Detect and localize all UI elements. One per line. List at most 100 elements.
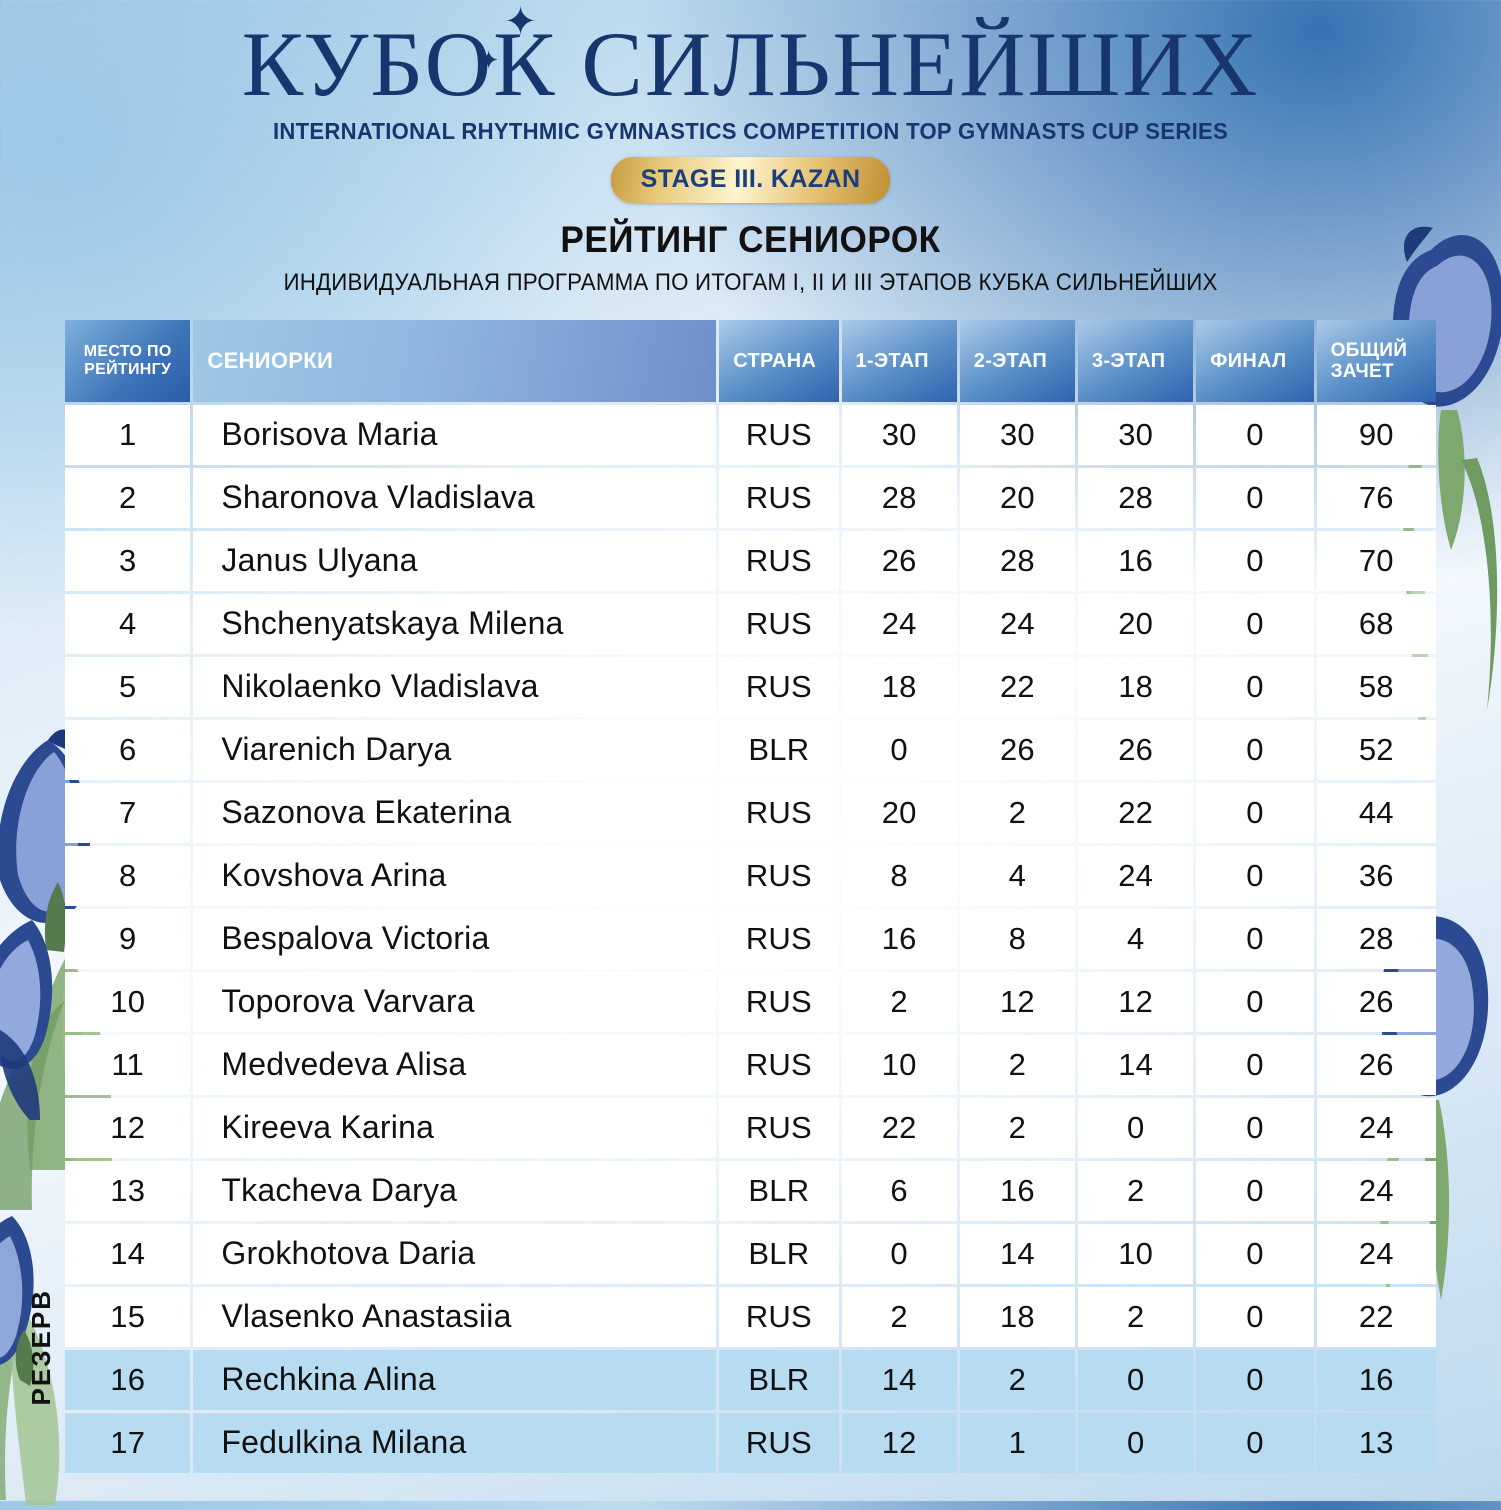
column-header-total[interactable]: ОБЩИЙ ЗАЧЕТ xyxy=(1316,319,1436,402)
final-cell: 0 xyxy=(1196,1097,1314,1158)
name-cell: Viarenich Darya xyxy=(193,719,717,780)
column-header-stage-1[interactable]: 1-ЭТАП xyxy=(841,319,957,402)
country-cell: RUS xyxy=(719,656,839,717)
stage-1-cell: 0 xyxy=(841,719,957,780)
rank-cell: 15 xyxy=(65,1286,191,1347)
table-row[interactable]: 10 Toporova Varvara RUS 2 12 12 0 26 xyxy=(65,971,1436,1032)
stage-1-cell: 16 xyxy=(841,908,957,969)
stage-3-cell: 0 xyxy=(1078,1097,1194,1158)
stage-3-cell: 30 xyxy=(1078,404,1194,465)
table-row[interactable]: 12 Kireeva Karina RUS 22 2 0 0 24 xyxy=(65,1097,1436,1158)
subtitle-english: INTERNATIONAL RHYTHMIC GYMNASTICS COMPET… xyxy=(272,117,1229,144)
page-title: ✦ ✦ КУБОК СИЛЬНЕЙШИХ xyxy=(242,1,1259,112)
table-row[interactable]: 17 Fedulkina Milana RUS 12 1 0 0 13 xyxy=(65,1412,1436,1473)
stage-3-cell: 0 xyxy=(1078,1412,1194,1473)
table-row[interactable]: 14 Grokhotova Daria BLR 0 14 10 0 24 xyxy=(65,1223,1436,1284)
column-header-rank[interactable]: МЕСТО ПО РЕЙТИНГУ xyxy=(65,319,191,402)
rank-header-line1: МЕСТО ПО xyxy=(83,342,172,360)
table-header: МЕСТО ПО РЕЙТИНГУ СЕНИОРКИ СТРАНА 1-ЭТАП… xyxy=(65,319,1436,402)
rank-cell: 6 xyxy=(65,719,191,780)
column-header-final[interactable]: ФИНАЛ xyxy=(1196,319,1314,402)
rank-cell: 10 xyxy=(65,971,191,1032)
name-cell: Toporova Varvara xyxy=(193,971,717,1032)
rating-subtitle: ИНДИВИДУАЛЬНАЯ ПРОГРАММА ПО ИТОГАМ I, II… xyxy=(283,268,1218,296)
total-header-line2: ЗАЧЕТ xyxy=(1330,360,1394,382)
final-cell: 0 xyxy=(1196,1349,1314,1410)
column-header-country[interactable]: СТРАНА xyxy=(719,319,839,402)
column-header-stage-3[interactable]: 3-ЭТАП xyxy=(1078,319,1194,402)
stage-2-cell: 2 xyxy=(959,1097,1076,1158)
rank-cell: 4 xyxy=(65,593,191,654)
rank-cell: 2 xyxy=(65,467,191,528)
total-cell: 28 xyxy=(1316,908,1436,969)
stage-2-cell: 4 xyxy=(959,845,1076,906)
stage-2-cell: 2 xyxy=(959,1034,1076,1095)
stage-1-cell: 20 xyxy=(841,782,957,843)
country-cell: BLR xyxy=(719,719,839,780)
stage-2-cell: 26 xyxy=(959,719,1076,780)
country-cell: RUS xyxy=(719,1412,839,1473)
final-cell: 0 xyxy=(1196,908,1314,969)
column-header-name[interactable]: СЕНИОРКИ xyxy=(193,319,717,402)
stage-2-cell: 1 xyxy=(959,1412,1076,1473)
name-cell: Shchenyatskaya Milena xyxy=(193,593,717,654)
name-cell: Kireeva Karina xyxy=(193,1097,717,1158)
sparkle-small-icon: ✦ xyxy=(477,46,502,75)
stage-2-cell: 22 xyxy=(959,656,1076,717)
reserve-label: РЕЗЕРВ xyxy=(26,1288,56,1405)
stage-3-cell: 2 xyxy=(1078,1286,1194,1347)
stage-2-cell: 28 xyxy=(959,530,1076,591)
final-cell: 0 xyxy=(1196,1034,1314,1095)
name-cell: Tkacheva Darya xyxy=(193,1160,717,1221)
stage-1-cell: 0 xyxy=(841,1223,957,1284)
stage-3-cell: 20 xyxy=(1078,593,1194,654)
table-row[interactable]: 13 Tkacheva Darya BLR 6 16 2 0 24 xyxy=(65,1160,1436,1221)
name-cell: Fedulkina Milana xyxy=(193,1412,717,1473)
stage-2-cell: 14 xyxy=(959,1223,1076,1284)
name-cell: Medvedeva Alisa xyxy=(193,1034,717,1095)
stage-3-cell: 2 xyxy=(1078,1160,1194,1221)
stage-2-cell: 18 xyxy=(959,1286,1076,1347)
table-row[interactable]: 11 Medvedeva Alisa RUS 10 2 14 0 26 xyxy=(65,1034,1436,1095)
table-body: 1 Borisova Maria RUS 30 30 30 0 90 2 Sharonova Vl… xyxy=(65,404,1436,1473)
stage-3-cell: 22 xyxy=(1078,782,1194,843)
stage-1-cell: 22 xyxy=(841,1097,957,1158)
stage-3-cell: 0 xyxy=(1078,1349,1194,1410)
country-cell: RUS xyxy=(719,908,839,969)
standings-table-container: МЕСТО ПО РЕЙТИНГУ СЕНИОРКИ СТРАНА 1-ЭТАП… xyxy=(0,317,1501,1476)
stage-3-cell: 12 xyxy=(1078,971,1194,1032)
total-cell: 26 xyxy=(1316,971,1436,1032)
total-cell: 90 xyxy=(1316,404,1436,465)
poster-header: ✦ ✦ КУБОК СИЛЬНЕЙШИХ INTERNATIONAL RHYTH… xyxy=(0,0,1501,297)
country-cell: RUS xyxy=(719,404,839,465)
table-row[interactable]: 8 Kovshova Arina RUS 8 4 24 0 36 xyxy=(65,845,1436,906)
table-row[interactable]: 16 Rechkina Alina BLR 14 2 0 0 16 xyxy=(65,1349,1436,1410)
country-cell: RUS xyxy=(719,1097,839,1158)
stage-2-cell: 2 xyxy=(959,1349,1076,1410)
table-row[interactable]: 5 Nikolaenko Vladislava RUS 18 22 18 0 58 xyxy=(65,656,1436,717)
rank-header-line2: РЕЙТИНГУ xyxy=(84,360,172,378)
country-cell: RUS xyxy=(719,971,839,1032)
table-row[interactable]: 15 Vlasenko Anastasiia RUS 2 18 2 0 22 xyxy=(65,1286,1436,1347)
name-cell: Sharonova Vladislava xyxy=(193,467,717,528)
stage-1-cell: 2 xyxy=(841,1286,957,1347)
final-cell: 0 xyxy=(1196,656,1314,717)
stage-3-cell: 10 xyxy=(1078,1223,1194,1284)
table-row[interactable]: 9 Bespalova Victoria RUS 16 8 4 0 28 xyxy=(65,908,1436,969)
stage-3-cell: 26 xyxy=(1078,719,1194,780)
country-cell: RUS xyxy=(719,530,839,591)
name-cell: Sazonova Ekaterina xyxy=(193,782,717,843)
rank-cell: 5 xyxy=(65,656,191,717)
table-row[interactable]: 1 Borisova Maria RUS 30 30 30 0 90 xyxy=(65,404,1436,465)
table-row[interactable]: 7 Sazonova Ekaterina RUS 20 2 22 0 44 xyxy=(65,782,1436,843)
table-row[interactable]: 2 Sharonova Vladislava RUS 28 20 28 0 76 xyxy=(65,467,1436,528)
final-cell: 0 xyxy=(1196,971,1314,1032)
rank-cell: 17 xyxy=(65,1412,191,1473)
table-row[interactable]: 3 Janus Ulyana RUS 26 28 16 0 70 xyxy=(65,530,1436,591)
sparkle-icon: ✦ xyxy=(503,0,540,44)
table-row[interactable]: 4 Shchenyatskaya Milena RUS 24 24 20 0 68 xyxy=(65,593,1436,654)
total-cell: 70 xyxy=(1316,530,1436,591)
column-header-stage-2[interactable]: 2-ЭТАП xyxy=(959,319,1076,402)
rank-cell: 12 xyxy=(65,1097,191,1158)
table-row[interactable]: 6 Viarenich Darya BLR 0 26 26 0 52 xyxy=(65,719,1436,780)
